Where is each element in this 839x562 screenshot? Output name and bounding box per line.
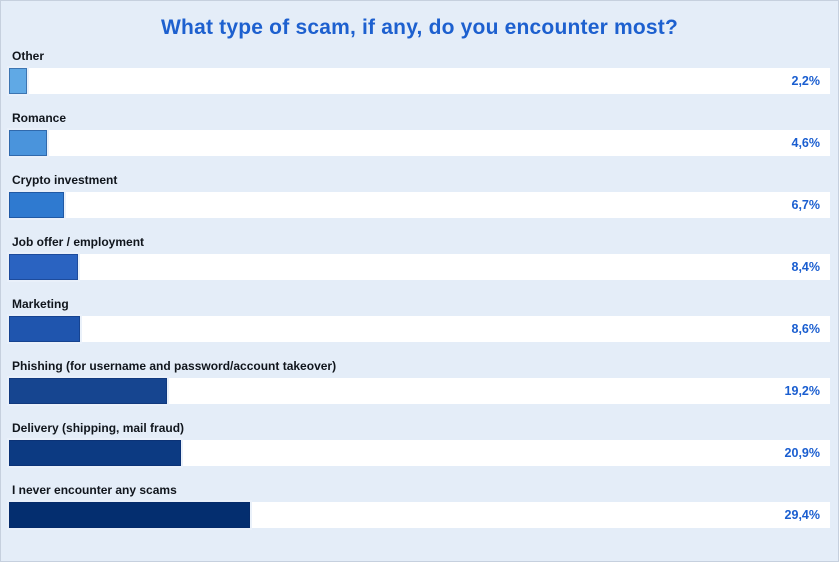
- category-label: Phishing (for username and password/acco…: [12, 359, 337, 373]
- bar-rows-container: Other 2,2% Romance 4,6% Crypto investmen…: [6, 49, 830, 530]
- category-label: Delivery (shipping, mail fraud): [12, 421, 185, 435]
- bar-track: 8,4%: [7, 252, 830, 282]
- bar-track: 19,2%: [7, 376, 830, 406]
- category-label: Romance: [12, 111, 67, 125]
- bar-segment: [7, 128, 49, 158]
- value-label: 2,2%: [791, 74, 821, 88]
- value-label: 20,9%: [784, 446, 820, 460]
- bar-track: 20,9%: [7, 438, 830, 468]
- bar-row: Crypto investment 6,7%: [7, 173, 830, 220]
- chart-title: What type of scam, if any, do you encoun…: [161, 16, 678, 39]
- category-label: Crypto investment: [12, 173, 118, 187]
- value-label: 19,2%: [784, 384, 820, 398]
- bar-row: Delivery (shipping, mail fraud) 20,9%: [7, 421, 830, 468]
- value-label: 8,6%: [791, 322, 821, 336]
- category-label: Other: [12, 49, 45, 63]
- bar-row: Marketing 8,6%: [7, 297, 830, 344]
- value-label: 8,4%: [791, 260, 821, 274]
- value-label: 6,7%: [791, 198, 821, 212]
- bar-row: Phishing (for username and password/acco…: [7, 359, 830, 406]
- bar-row: I never encounter any scams 29,4%: [6, 483, 830, 530]
- bar-track: 29,4%: [6, 500, 830, 530]
- category-label: I never encounter any scams: [12, 483, 177, 497]
- bar-track: 4,6%: [7, 128, 830, 158]
- bar-row: Job offer / employment 8,4%: [7, 235, 830, 282]
- bar-track: 8,6%: [7, 314, 830, 344]
- bar-row: Other 2,2%: [6, 49, 830, 96]
- bar-segment: [7, 252, 80, 282]
- bar-segment: [6, 66, 30, 96]
- category-label: Marketing: [12, 297, 69, 311]
- bar-track: 6,7%: [7, 190, 830, 220]
- bar-row: Romance 4,6%: [7, 111, 830, 158]
- bar-segment: [7, 190, 66, 220]
- bar-segment: [6, 500, 253, 530]
- category-label: Job offer / employment: [12, 235, 145, 249]
- value-label: 29,4%: [784, 508, 820, 522]
- bar-segment: [7, 438, 183, 468]
- value-label: 4,6%: [791, 136, 821, 150]
- bar-segment: [7, 376, 169, 406]
- bar-track: 2,2%: [6, 66, 830, 96]
- bar-segment: [7, 314, 82, 344]
